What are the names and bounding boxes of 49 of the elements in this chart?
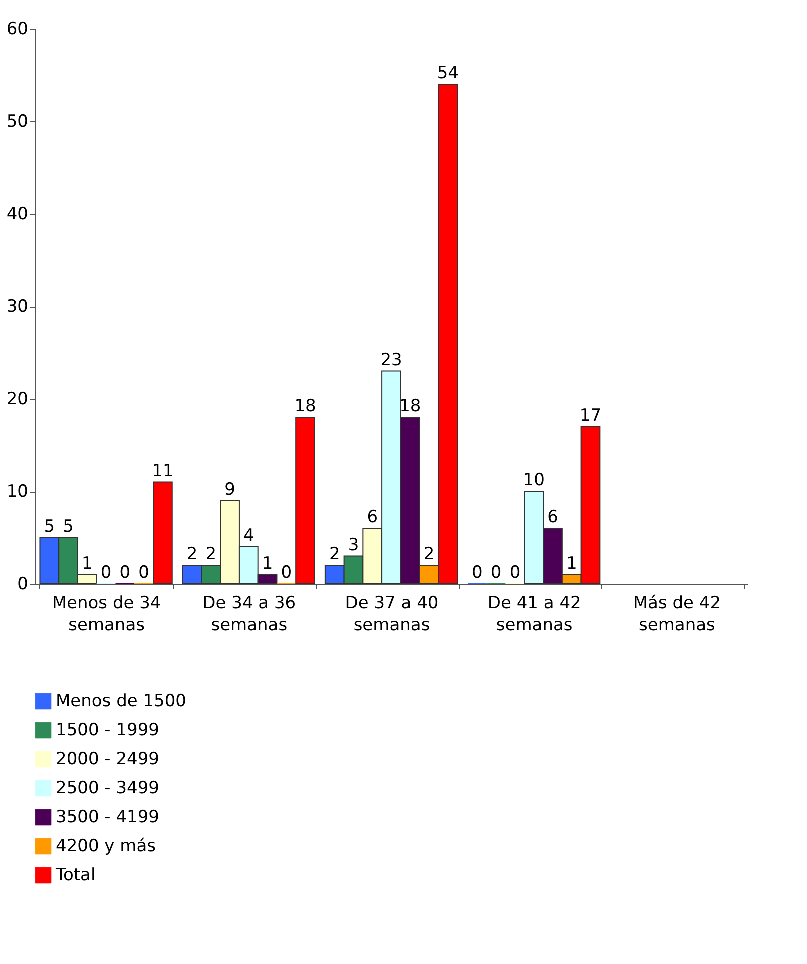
x-tick-label: De 41 a 42 semanas — [488, 594, 582, 636]
y-tick-label: 60 — [6, 20, 28, 40]
data-label: 1 — [82, 554, 93, 574]
data-label: 0 — [510, 563, 521, 583]
x-tick-label: De 37 a 40 semanas — [345, 594, 439, 636]
data-label: 9 — [224, 480, 236, 500]
legend-label: 1500 - 1999 — [56, 720, 160, 740]
data-label: 23 — [380, 350, 402, 370]
data-label: 2 — [329, 544, 340, 564]
data-label: 1 — [566, 554, 578, 574]
data-label: 0 — [100, 563, 112, 583]
y-tick-label: 0 — [18, 574, 28, 594]
data-label: 1 — [262, 554, 274, 574]
data-label: 0 — [120, 563, 131, 583]
data-label: 17 — [580, 406, 602, 426]
data-label: 2 — [186, 544, 198, 564]
y-tick-label: 20 — [6, 390, 28, 410]
data-label: 3 — [348, 535, 360, 556]
data-label: 11 — [152, 461, 174, 482]
legend-label: 2500 - 3499 — [56, 778, 160, 798]
data-label: 10 — [523, 470, 545, 490]
legend-label: Menos de 1500 — [56, 692, 186, 712]
legend-label: 3500 - 4199 — [56, 808, 160, 828]
bar — [296, 417, 316, 584]
data-label: 6 — [367, 508, 378, 528]
data-label: 0 — [472, 563, 483, 583]
data-label: 0 — [490, 563, 502, 583]
y-tick-label: 50 — [6, 112, 28, 132]
data-label: 2 — [206, 544, 217, 564]
data-label: 5 — [63, 516, 74, 537]
data-label: 4 — [243, 526, 254, 546]
data-label: 54 — [437, 64, 459, 84]
x-tick-label: Menos de 34 semanas — [52, 594, 162, 636]
y-tick-label: 40 — [6, 204, 28, 224]
legend-label: 4200 y más — [56, 836, 156, 856]
x-tick-label: De 34 a 36 semanas — [202, 594, 296, 636]
data-label: 2 — [424, 544, 435, 564]
data-label: 5 — [44, 516, 56, 537]
data-label: 0 — [281, 563, 292, 583]
bar — [153, 482, 173, 584]
data-label: 18 — [294, 396, 316, 416]
data-label: 18 — [400, 396, 422, 416]
y-tick-label: 10 — [6, 482, 28, 502]
data-label: 0 — [138, 563, 150, 583]
data-label: 6 — [548, 508, 558, 528]
legend-label: 2000 - 2499 — [56, 750, 160, 770]
x-tick-label: Más de 42 semanas — [633, 594, 722, 636]
legend-label: Total — [55, 866, 96, 886]
y-tick-label: 30 — [6, 297, 28, 317]
